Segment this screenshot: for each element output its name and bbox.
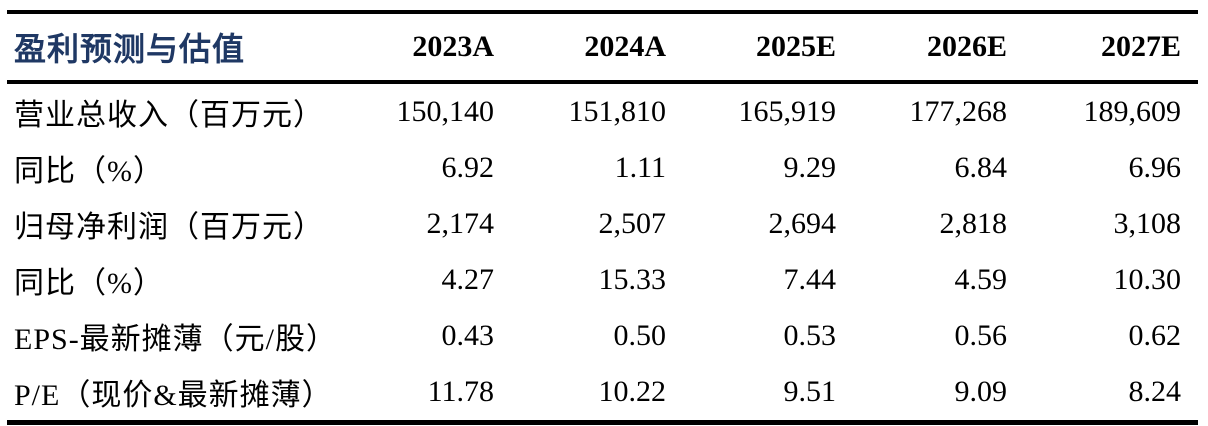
cell-value: 2,507 xyxy=(598,207,667,240)
year-header-2023a: 2023A xyxy=(323,12,511,84)
cell-value: 6.92 xyxy=(441,151,495,184)
cell-value: 9.29 xyxy=(783,151,837,184)
cell-value: 8.24 xyxy=(1128,375,1182,408)
header-row: 盈利预测与估值 2023A 2024A 2025E 2026E 2027E xyxy=(7,12,1198,84)
cell-value: 10.22 xyxy=(598,375,667,408)
cell-value: 7.44 xyxy=(783,263,837,296)
cell-value: 4.59 xyxy=(954,263,1008,296)
row-label: P/E（现价&最新摊薄） xyxy=(14,379,333,412)
row-label: 归母净利润（百万元） xyxy=(14,211,324,244)
cell-value: 2,694 xyxy=(768,207,837,240)
year-header-2026e: 2026E xyxy=(853,12,1024,84)
cell-value: 4.27 xyxy=(441,263,495,296)
cell-value: 0.53 xyxy=(783,319,837,352)
earnings-forecast-table-container: 盈利预测与估值 2023A 2024A 2025E 2026E 2027E 营业… xyxy=(7,10,1198,425)
year-header-2024a: 2024A xyxy=(511,12,683,84)
cell-value: 189,609 xyxy=(1083,95,1182,128)
cell-value: 165,919 xyxy=(738,95,837,128)
row-label: 同比（%） xyxy=(14,155,164,188)
earnings-forecast-table: 盈利预测与估值 2023A 2024A 2025E 2026E 2027E 营业… xyxy=(7,10,1198,425)
cell-value: 6.84 xyxy=(954,151,1008,184)
table-row-pe: P/E（现价&最新摊薄） 11.78 10.22 9.51 9.09 8.24 xyxy=(7,364,1198,423)
cell-value: 0.56 xyxy=(954,319,1008,352)
table-body: 营业总收入（百万元） 150,140 151,810 165,919 177,2… xyxy=(7,82,1198,423)
cell-value: 150,140 xyxy=(396,95,495,128)
cell-value: 0.62 xyxy=(1128,319,1182,352)
table-row-eps: EPS-最新摊薄（元/股） 0.43 0.50 0.53 0.56 0.62 xyxy=(7,308,1198,364)
row-label: EPS-最新摊薄（元/股） xyxy=(14,323,338,356)
table-row-net-profit: 归母净利润（百万元） 2,174 2,507 2,694 2,818 3,108 xyxy=(7,196,1198,252)
table-header: 盈利预测与估值 2023A 2024A 2025E 2026E 2027E xyxy=(7,12,1198,84)
cell-value: 2,818 xyxy=(939,207,1008,240)
year-header-2025e: 2025E xyxy=(683,12,853,84)
row-label: 同比（%） xyxy=(14,267,164,300)
cell-value: 9.09 xyxy=(954,375,1008,408)
cell-value: 151,810 xyxy=(568,95,667,128)
cell-value: 0.43 xyxy=(441,319,495,352)
cell-value: 0.50 xyxy=(613,319,667,352)
table-title: 盈利预测与估值 xyxy=(7,12,323,84)
row-label: 营业总收入（百万元） xyxy=(14,99,324,132)
cell-value: 177,268 xyxy=(909,95,1008,128)
table-row-revenue-yoy: 同比（%） 6.92 1.11 9.29 6.84 6.96 xyxy=(7,140,1198,196)
cell-value: 11.78 xyxy=(427,375,494,408)
cell-value: 3,108 xyxy=(1113,207,1182,240)
cell-value: 1.11 xyxy=(614,151,666,184)
cell-value: 2,174 xyxy=(426,207,495,240)
cell-value: 15.33 xyxy=(598,263,667,296)
cell-value: 9.51 xyxy=(783,375,837,408)
table-row-profit-yoy: 同比（%） 4.27 15.33 7.44 4.59 10.30 xyxy=(7,252,1198,308)
cell-value: 6.96 xyxy=(1128,151,1182,184)
cell-value: 10.30 xyxy=(1113,263,1182,296)
year-header-2027e: 2027E xyxy=(1024,12,1198,84)
table-row-total-revenue: 营业总收入（百万元） 150,140 151,810 165,919 177,2… xyxy=(7,82,1198,140)
